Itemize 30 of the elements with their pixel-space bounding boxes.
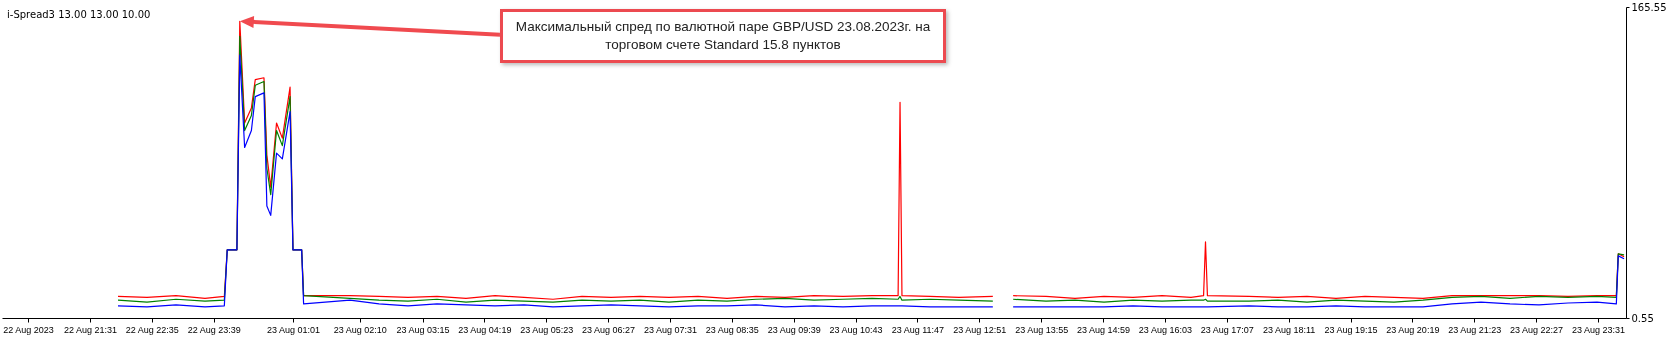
x-tick-label: 22 Aug 2023 bbox=[3, 324, 54, 335]
x-tick-label: 23 Aug 21:23 bbox=[1448, 324, 1502, 335]
x-tick-label: 23 Aug 13:55 bbox=[1015, 324, 1069, 335]
x-tick-label: 23 Aug 10:43 bbox=[829, 324, 883, 335]
x-tick-label: 23 Aug 03:15 bbox=[396, 324, 450, 335]
x-tick-label: 23 Aug 02:10 bbox=[333, 324, 387, 335]
x-tick-label: 23 Aug 01:01 bbox=[266, 324, 320, 335]
x-tick-label: 22 Aug 23:39 bbox=[187, 324, 241, 335]
x-tick-label: 22 Aug 22:35 bbox=[125, 324, 179, 335]
x-tick-label: 23 Aug 22:27 bbox=[1510, 324, 1564, 335]
x-tick-label: 23 Aug 12:51 bbox=[953, 324, 1007, 335]
x-tick-label: 23 Aug 09:39 bbox=[767, 324, 821, 335]
x-tick-label: 23 Aug 20:19 bbox=[1386, 324, 1440, 335]
x-tick-label: 23 Aug 05:23 bbox=[520, 324, 574, 335]
y-tick-label: 165.55 bbox=[1631, 1, 1667, 13]
x-tick-label: 23 Aug 04:19 bbox=[458, 324, 512, 335]
x-tick-label: 23 Aug 14:59 bbox=[1077, 324, 1131, 335]
annotation: Максимальный спред по валютной паре GBP/USD 23.08.2023г. на торговом счете Standard 15.8 пунктов bbox=[500, 9, 946, 63]
x-tick-label: 23 Aug 18:11 bbox=[1262, 324, 1316, 335]
x-tick-label: 23 Aug 11:47 bbox=[891, 324, 945, 335]
x-tick-label: 23 Aug 08:35 bbox=[705, 324, 759, 335]
y-tick-label: 0.55 bbox=[1631, 312, 1654, 324]
x-tick-label: 22 Aug 21:31 bbox=[63, 324, 117, 335]
x-tick-label: 23 Aug 17:07 bbox=[1200, 324, 1254, 335]
x-tick-label: 23 Aug 16:03 bbox=[1138, 324, 1192, 335]
x-tick-label: 23 Aug 23:31 bbox=[1571, 324, 1625, 335]
chart-title: i-Spread3 13.00 13.00 10.00 bbox=[7, 9, 151, 20]
x-tick-label: 23 Aug 19:15 bbox=[1324, 324, 1378, 335]
x-tick-label: 23 Aug 07:31 bbox=[643, 324, 697, 335]
x-tick-label: 23 Aug 06:27 bbox=[582, 324, 636, 335]
